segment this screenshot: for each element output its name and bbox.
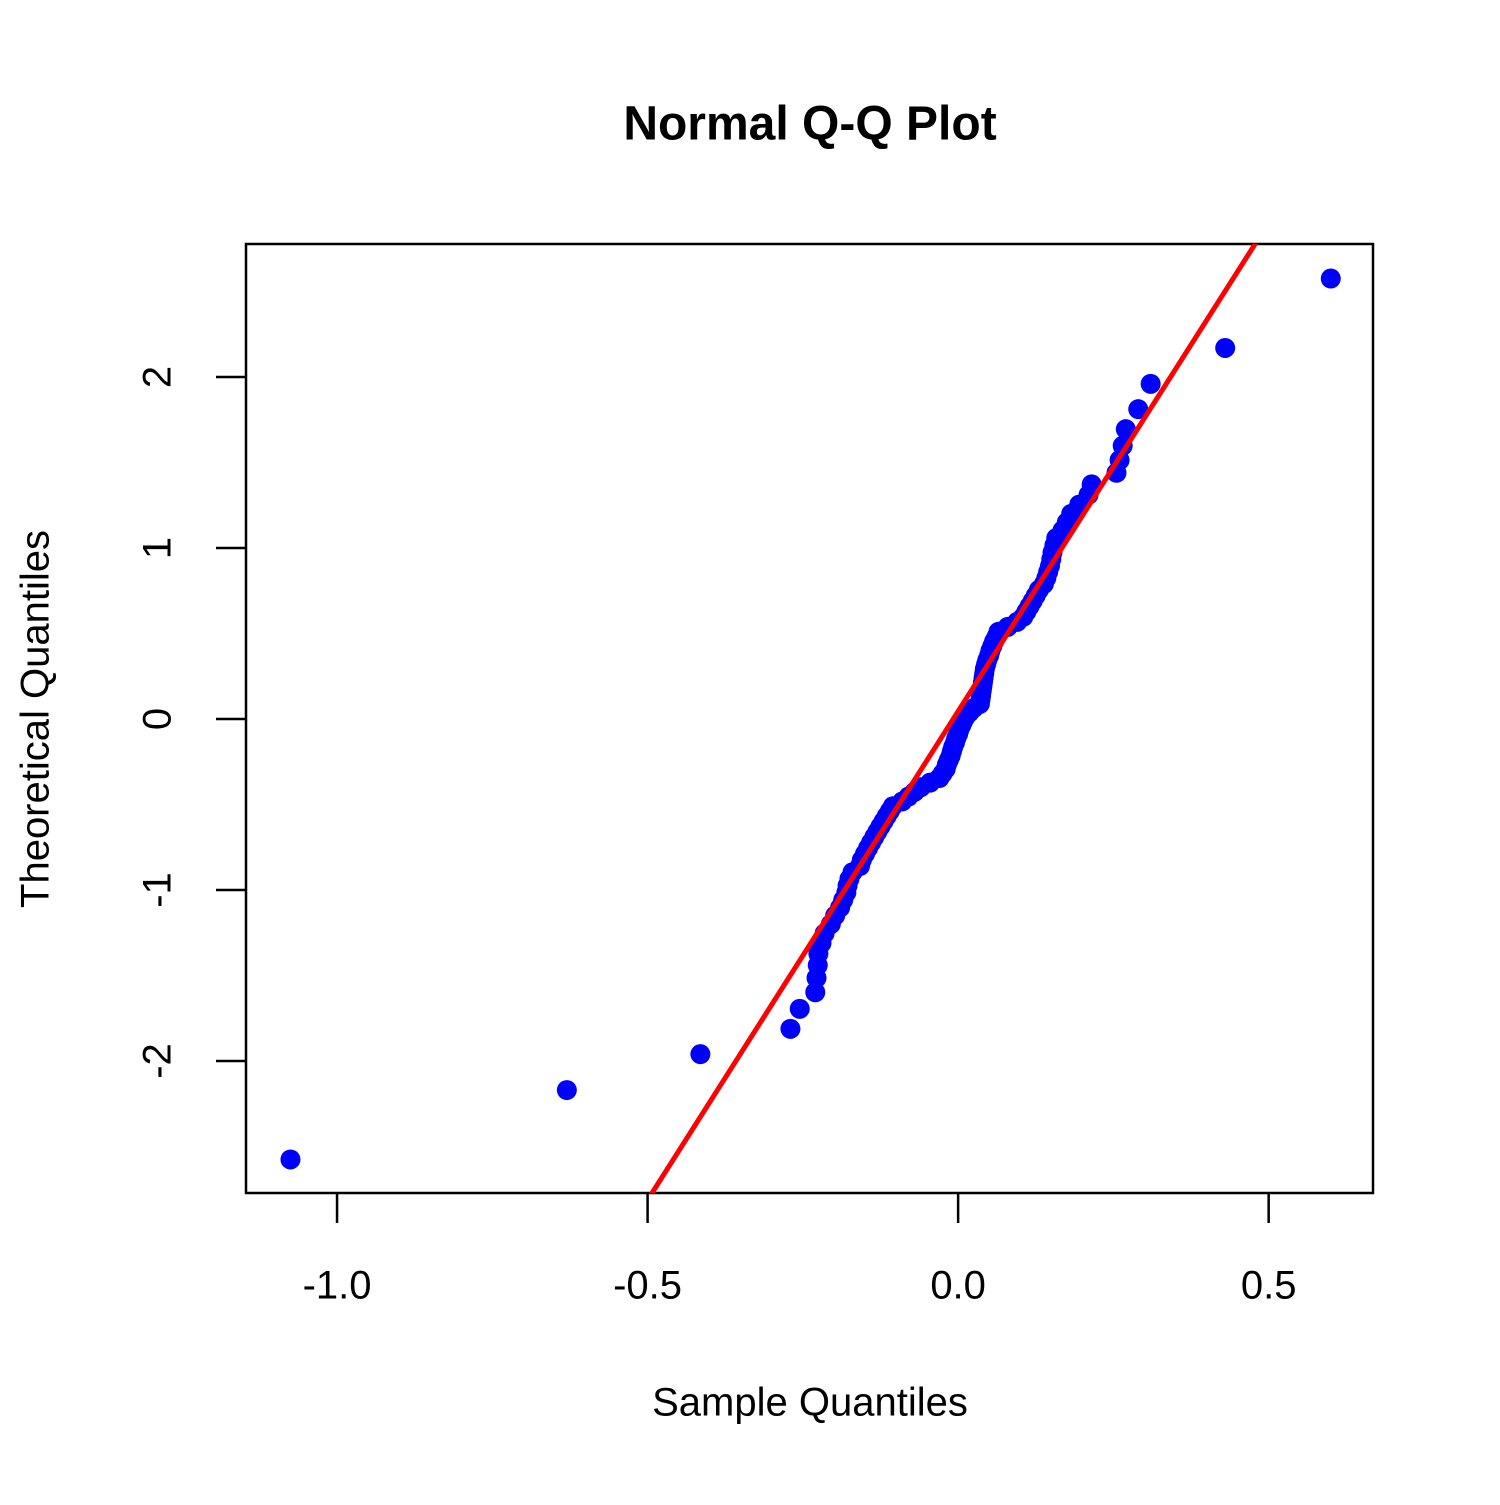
plot-frame [244, 242, 1375, 1195]
point [780, 1018, 801, 1039]
y-axis-label: Theoretical Quantiles [14, 530, 58, 908]
y-tick-label: -2 [136, 1043, 180, 1079]
x-tick-label: -0.5 [613, 1264, 682, 1308]
chart-title: Normal Q-Q Plot [623, 98, 996, 151]
x-tick-label: 0.0 [930, 1264, 986, 1308]
point [1128, 399, 1149, 420]
point [690, 1044, 711, 1065]
point [1215, 337, 1236, 358]
y-tick-label: -1 [136, 872, 180, 908]
x-tick-label: -1.0 [303, 1264, 372, 1308]
y-tick-label: 1 [136, 537, 180, 559]
point [1115, 419, 1136, 440]
point [1320, 268, 1341, 289]
point [1140, 373, 1161, 394]
reference-line [649, 244, 1259, 1193]
point [805, 982, 826, 1003]
x-axis-label: Sample Quantiles [652, 1381, 968, 1425]
point [556, 1080, 577, 1101]
y-tick-label: 2 [136, 366, 180, 388]
point [280, 1149, 301, 1170]
y-tick-label: 0 [136, 708, 180, 730]
x-tick-label: 0.5 [1241, 1264, 1297, 1308]
point [789, 998, 810, 1019]
